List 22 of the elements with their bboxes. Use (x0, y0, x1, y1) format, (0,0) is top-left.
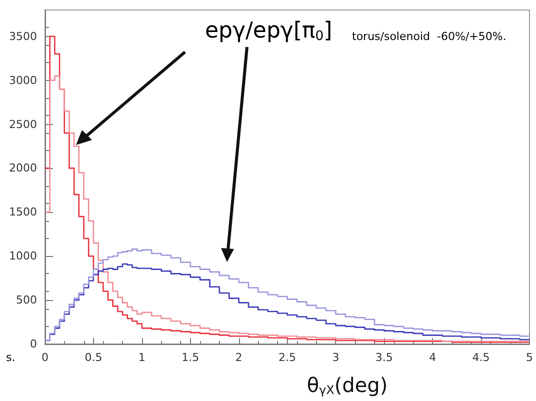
y-tick-label: 3500 (9, 30, 37, 43)
y-tick-label: 1000 (9, 250, 37, 263)
x-tick-label: 4.5 (472, 351, 490, 364)
text: s. (6, 351, 16, 364)
y-tick-label: 2000 (9, 162, 37, 175)
x-tick-label: 3.5 (375, 351, 393, 364)
x-tick-label: 2 (235, 351, 242, 364)
x-tick-label: 4 (429, 351, 436, 364)
x-axis-title: θγX(deg) (306, 373, 388, 397)
x-tick-label: 0.5 (84, 351, 102, 364)
y-tick-label: 500 (16, 294, 37, 307)
y-tick-label: 2500 (9, 118, 37, 131)
x-tick-label: 1 (138, 351, 146, 364)
x-tick-label: 0 (42, 351, 48, 364)
x-tick-label: 3 (332, 351, 340, 364)
annotation: torus/solenoid -60%/+50%. (352, 30, 506, 43)
y-tick-label: 0 (30, 338, 37, 350)
x-tick-label: 5 (526, 351, 533, 364)
x-tick-label: 2.5 (278, 351, 296, 364)
x-tick-label: 1.5 (182, 351, 200, 364)
y-tick-label: 3000 (9, 74, 37, 87)
y-tick-label: 1500 (9, 206, 37, 219)
